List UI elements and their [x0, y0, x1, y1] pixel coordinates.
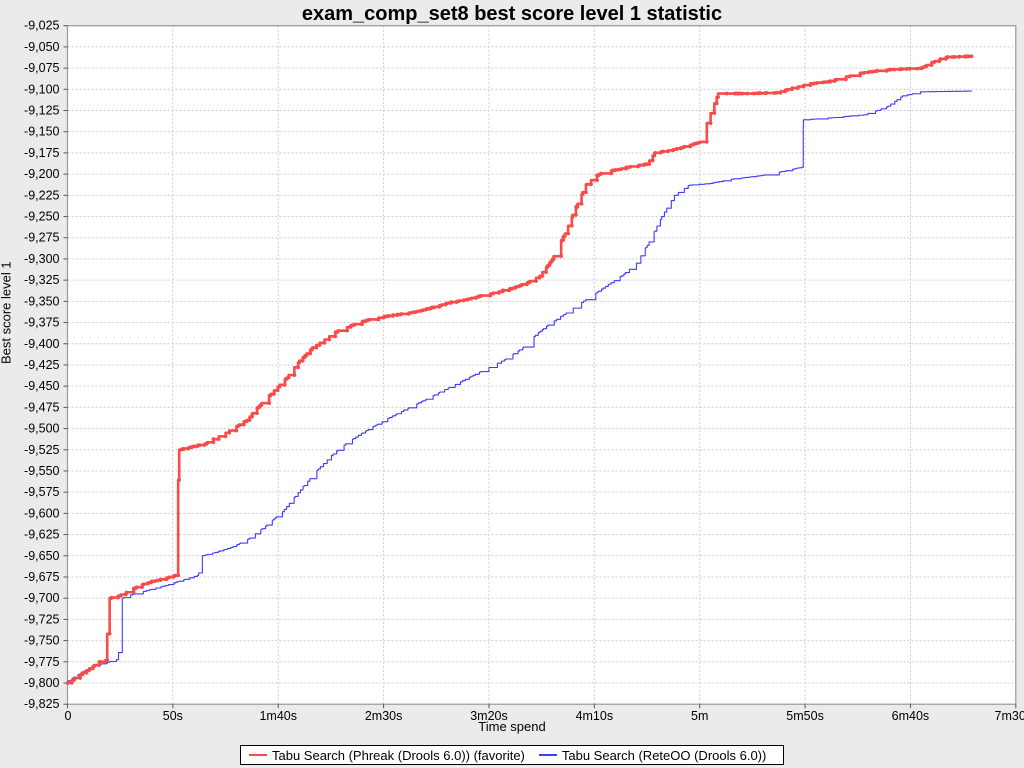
svg-text:-9,500: -9,500 — [24, 422, 59, 436]
svg-text:-9,275: -9,275 — [24, 231, 59, 245]
svg-text:2m30s: 2m30s — [365, 709, 403, 723]
svg-text:-9,675: -9,675 — [24, 570, 59, 584]
svg-text:-9,100: -9,100 — [24, 82, 59, 96]
svg-text:3m20s: 3m20s — [470, 709, 508, 723]
svg-text:-9,825: -9,825 — [24, 697, 59, 711]
svg-text:-9,575: -9,575 — [24, 485, 59, 499]
svg-text:-9,075: -9,075 — [24, 61, 59, 75]
svg-text:50s: 50s — [163, 709, 183, 723]
svg-text:-9,650: -9,650 — [24, 549, 59, 563]
svg-text:-9,800: -9,800 — [24, 676, 59, 690]
svg-text:-9,125: -9,125 — [24, 104, 59, 118]
svg-text:-9,525: -9,525 — [24, 443, 59, 457]
svg-text:6m40s: 6m40s — [892, 709, 930, 723]
svg-text:-9,475: -9,475 — [24, 400, 59, 414]
svg-text:-9,175: -9,175 — [24, 146, 59, 160]
svg-text:-9,150: -9,150 — [24, 125, 59, 139]
svg-text:-9,200: -9,200 — [24, 167, 59, 181]
svg-text:-9,250: -9,250 — [24, 210, 59, 224]
svg-text:-9,400: -9,400 — [24, 337, 59, 351]
svg-text:-9,225: -9,225 — [24, 188, 59, 202]
svg-text:4m10s: 4m10s — [576, 709, 614, 723]
svg-text:5m: 5m — [691, 709, 708, 723]
svg-text:-9,375: -9,375 — [24, 316, 59, 330]
svg-text:1m40s: 1m40s — [259, 709, 297, 723]
svg-text:-9,425: -9,425 — [24, 358, 59, 372]
svg-text:-9,700: -9,700 — [24, 591, 59, 605]
svg-text:-9,450: -9,450 — [24, 379, 59, 393]
svg-text:-9,300: -9,300 — [24, 252, 59, 266]
svg-text:-9,550: -9,550 — [24, 464, 59, 478]
svg-text:-9,600: -9,600 — [24, 506, 59, 520]
svg-text:-9,350: -9,350 — [24, 294, 59, 308]
svg-text:-9,050: -9,050 — [24, 40, 59, 54]
svg-text:0: 0 — [65, 709, 72, 723]
svg-text:-9,625: -9,625 — [24, 528, 59, 542]
svg-text:-9,750: -9,750 — [24, 634, 59, 648]
svg-text:-9,725: -9,725 — [24, 612, 59, 626]
svg-text:-9,025: -9,025 — [24, 19, 59, 33]
svg-text:5m50s: 5m50s — [786, 709, 824, 723]
svg-text:-9,775: -9,775 — [24, 655, 59, 669]
svg-text:7m30: 7m30 — [995, 709, 1024, 723]
svg-text:-9,325: -9,325 — [24, 273, 59, 287]
